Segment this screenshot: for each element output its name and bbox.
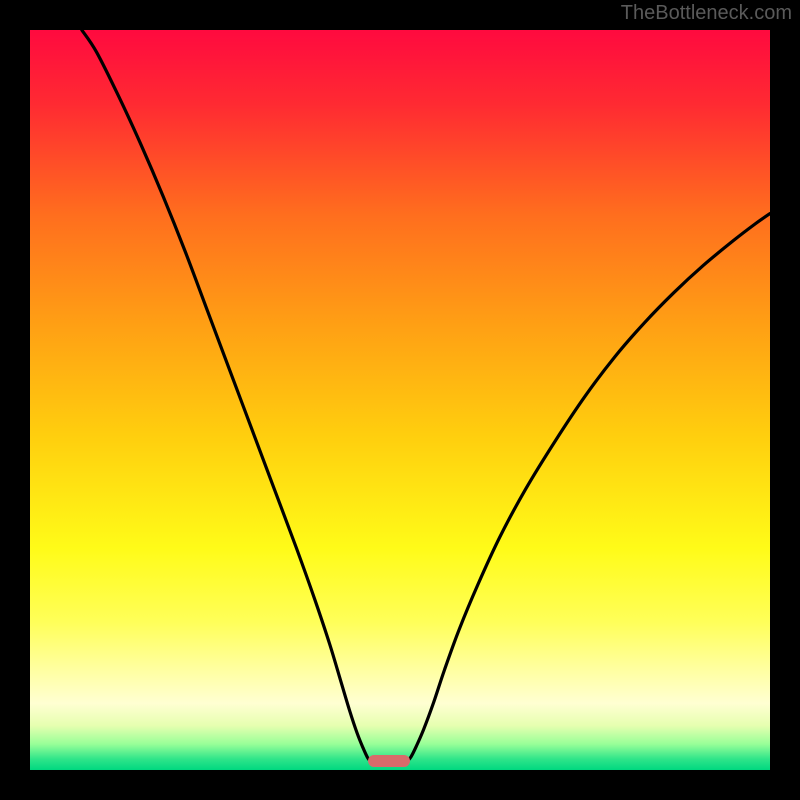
optimal-range-marker bbox=[368, 755, 409, 767]
left-curve bbox=[82, 30, 371, 761]
bottleneck-chart bbox=[30, 30, 770, 770]
bottleneck-curves bbox=[30, 30, 770, 770]
watermark-text: TheBottleneck.com bbox=[621, 2, 792, 25]
right-curve bbox=[407, 214, 770, 762]
